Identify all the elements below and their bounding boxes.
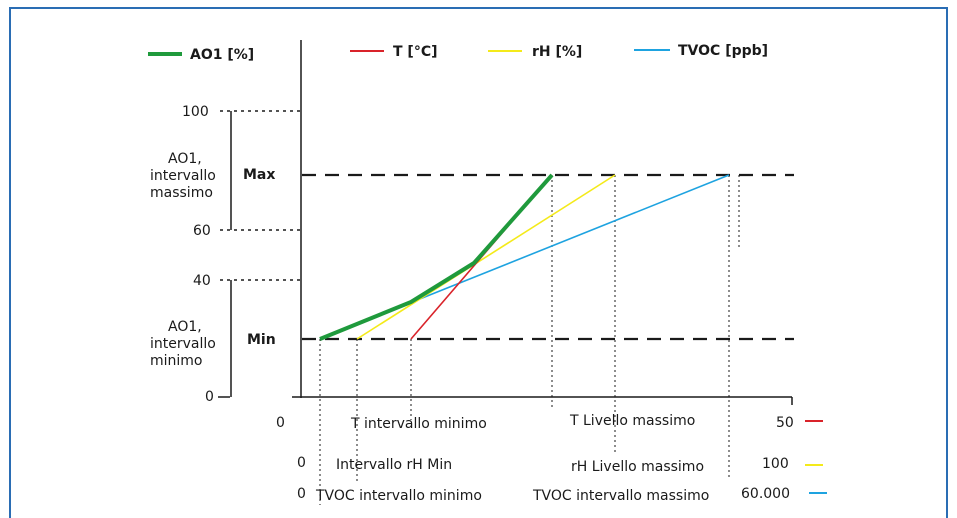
drop-lines — [319, 175, 740, 505]
legend-ao1-label: AO1 [%] — [190, 47, 254, 63]
legend: AO1 [%] T [°C] rH [%] TVOC [ppb] — [148, 43, 768, 63]
t-min-label: T intervallo minimo — [350, 416, 487, 432]
rh-max-label: rH Livello massimo — [571, 459, 704, 475]
curve-rh — [356, 174, 616, 340]
y-ticks: 100 60 40 0 — [182, 104, 301, 405]
y-tick-0: 0 — [205, 389, 214, 405]
legend-rh-label: rH [%] — [532, 44, 582, 60]
y-tick-100: 100 — [182, 104, 209, 120]
frame-border — [9, 7, 948, 518]
range-min-line-1: AO1, — [168, 319, 202, 335]
rh-zero: 0 — [297, 455, 306, 471]
tvoc-max-label: TVOC intervallo massimo — [532, 488, 709, 504]
t-end-label: 50 — [776, 415, 794, 431]
y-tick-40: 40 — [193, 273, 211, 289]
tvoc-end-label: 60.000 — [741, 486, 790, 502]
x-labels-rh: 0 Intervallo rH Min rH Livello massimo 1… — [297, 455, 823, 475]
legend-tvoc-label: TVOC [ppb] — [678, 43, 768, 59]
axes — [292, 40, 793, 405]
range-min-line-3: minimo — [150, 353, 203, 369]
x-zero: 0 — [276, 415, 285, 431]
range-min-line-2: intervallo — [150, 336, 216, 352]
tvoc-min-label: TVOC intervallo minimo — [315, 488, 482, 504]
rh-min-label: Intervallo rH Min — [336, 457, 452, 473]
range-max-label: AO1, intervallo massimo — [150, 151, 216, 201]
t-max-label: T Livello massimo — [569, 413, 695, 429]
range-max-line-1: AO1, — [168, 151, 202, 167]
range-max-line-2: intervallo — [150, 168, 216, 184]
x-labels-t: 0 T intervallo minimo T Livello massimo … — [276, 413, 823, 432]
tvoc-zero: 0 — [297, 486, 306, 502]
curve-ao1 — [319, 173, 554, 341]
min-label: Min — [247, 332, 276, 348]
legend-t-label: T [°C] — [393, 44, 438, 60]
rh-end-label: 100 — [762, 456, 789, 472]
range-min-label: AO1, intervallo minimo — [150, 319, 216, 369]
x-labels-tvoc: 0 TVOC intervallo minimo TVOC intervallo… — [297, 486, 827, 504]
range-max-line-3: massimo — [150, 185, 213, 201]
y-tick-60: 60 — [193, 223, 211, 239]
curves — [319, 173, 730, 341]
max-label: Max — [243, 167, 275, 183]
